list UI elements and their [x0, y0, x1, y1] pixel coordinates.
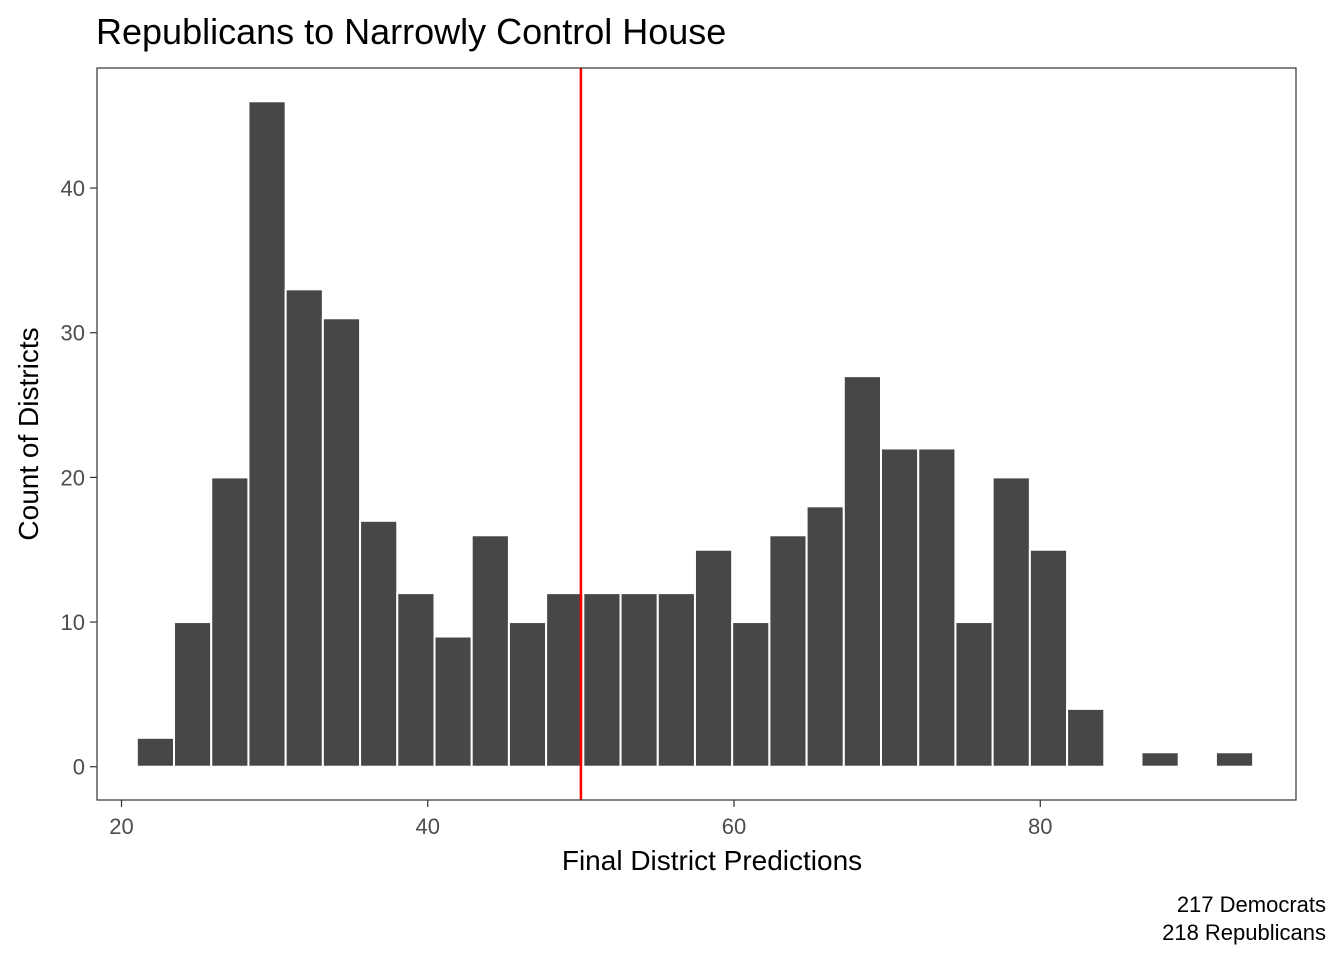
histogram-bar — [545, 592, 585, 768]
histogram-bar — [582, 592, 622, 768]
y-tick-label: 30 — [61, 321, 85, 346]
histogram-bar — [284, 288, 324, 768]
histogram-bar — [1066, 707, 1106, 768]
histogram-bar — [173, 621, 213, 768]
x-tick-label: 20 — [109, 814, 133, 839]
chart-title: Republicans to Narrowly Control House — [96, 11, 726, 52]
histogram-bar — [656, 592, 696, 768]
x-tick-label: 80 — [1028, 814, 1052, 839]
x-tick-label: 60 — [722, 814, 746, 839]
histogram-bar — [1140, 751, 1180, 768]
y-tick-label: 10 — [61, 610, 85, 635]
histogram-bar — [991, 476, 1031, 768]
histogram-bar — [954, 621, 994, 768]
bars-group — [135, 100, 1255, 768]
histogram-bar — [433, 635, 473, 768]
y-tick-label: 20 — [61, 465, 85, 490]
histogram-bar — [768, 534, 808, 768]
histogram-bar — [396, 592, 436, 768]
histogram-bar — [917, 447, 957, 768]
histogram-bar — [210, 476, 250, 768]
y-tick-label: 40 — [61, 176, 85, 201]
x-axis-title: Final District Predictions — [562, 845, 862, 876]
plot-border — [96, 67, 1297, 801]
caption-democrats: 217 Democrats — [1177, 892, 1326, 917]
histogram-bar — [321, 317, 362, 768]
histogram-bar — [880, 447, 920, 768]
histogram-bar — [507, 621, 548, 768]
histogram-bar — [135, 736, 176, 768]
histogram-bar — [619, 592, 659, 768]
histogram-bar — [693, 548, 734, 768]
x-tick-label: 40 — [416, 814, 440, 839]
y-axis-title: Count of Districts — [13, 327, 44, 540]
caption-republicans: 218 Republicans — [1162, 920, 1326, 945]
histogram-bar — [805, 505, 845, 768]
histogram-bar — [731, 621, 771, 768]
histogram-bar — [470, 534, 510, 768]
x-axis: 20 40 60 80 — [109, 800, 1053, 839]
histogram-bar — [842, 375, 883, 768]
y-axis: 0 10 20 30 40 — [61, 176, 97, 780]
histogram-bar — [1028, 548, 1069, 768]
histogram-bar — [359, 519, 399, 768]
y-tick-label: 0 — [73, 755, 85, 780]
histogram-bar — [247, 100, 287, 768]
histogram-bar — [1214, 751, 1255, 768]
